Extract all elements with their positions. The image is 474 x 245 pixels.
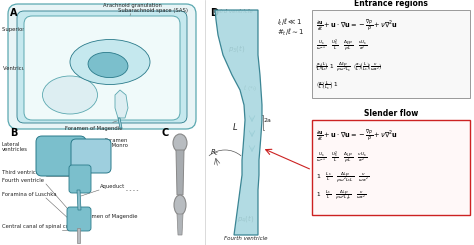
Polygon shape xyxy=(77,190,81,210)
FancyBboxPatch shape xyxy=(17,11,187,123)
FancyBboxPatch shape xyxy=(67,207,91,231)
Polygon shape xyxy=(77,228,80,243)
Text: Central canal of spinal cord: Central canal of spinal cord xyxy=(2,224,74,229)
Text: Foramen of Magendie: Foramen of Magendie xyxy=(65,121,122,131)
FancyBboxPatch shape xyxy=(69,165,91,193)
Text: Foramen: Foramen xyxy=(105,138,128,143)
Text: Foramina of Luschka: Foramina of Luschka xyxy=(2,192,56,197)
FancyBboxPatch shape xyxy=(312,120,470,215)
Text: Superior sagittal sinus: Superior sagittal sinus xyxy=(2,18,97,33)
Text: Arachnoid granulation: Arachnoid granulation xyxy=(103,3,162,16)
Polygon shape xyxy=(177,214,183,235)
Text: $\!\left(\!\frac{a}{L}\!\right)\!\!\left(\!\frac{L}{L_s}\!\right)$ 1  $\frac{\De: $\!\left(\!\frac{a}{L}\!\right)\!\!\left… xyxy=(316,61,383,75)
Text: $\left(\frac{a}{L}\right)\!\!\left(\frac{L}{L_s}\right)$ 1: $\left(\frac{a}{L}\right)\!\!\left(\frac… xyxy=(316,80,339,92)
Polygon shape xyxy=(115,90,128,118)
Text: Fourth ventricle: Fourth ventricle xyxy=(224,236,267,241)
Text: $p_3(t)$: $p_3(t)$ xyxy=(228,42,246,53)
Text: of Monro: of Monro xyxy=(105,143,128,148)
Text: D: D xyxy=(210,8,218,18)
Text: $\frac{U_s}{\omega^{-1}}$   $\frac{U_s^2}{L}$   $\frac{\Delta_E p}{\rho L}$   $\: $\frac{U_s}{\omega^{-1}}$ $\frac{U_s^2}{… xyxy=(316,38,367,54)
Text: 2a: 2a xyxy=(264,118,272,123)
FancyBboxPatch shape xyxy=(71,139,111,173)
Text: $p_4(t)$: $p_4(t)$ xyxy=(237,212,255,223)
FancyBboxPatch shape xyxy=(24,16,180,120)
Text: Entrance regions: Entrance regions xyxy=(354,0,428,8)
Ellipse shape xyxy=(70,39,150,85)
Ellipse shape xyxy=(173,134,187,152)
Ellipse shape xyxy=(88,52,128,78)
Text: $\ell\ (*_t)$: $\ell\ (*_t)$ xyxy=(243,83,257,93)
Text: B: B xyxy=(10,128,18,138)
Ellipse shape xyxy=(174,195,186,215)
Text: - - - -: - - - - xyxy=(126,188,138,193)
FancyBboxPatch shape xyxy=(312,10,470,98)
Text: Subarachnoid space (SAS): Subarachnoid space (SAS) xyxy=(118,8,188,13)
Polygon shape xyxy=(176,150,184,195)
Text: $l_t/\ell\ll 1$: $l_t/\ell\ll 1$ xyxy=(277,17,302,28)
Text: 1   $\frac{L_s}{L}$   $\frac{\Delta_L p}{\rho\omega^2 L_s L}$   $\frac{\nu}{\ome: 1 $\frac{L_s}{L}$ $\frac{\Delta_L p}{\rh… xyxy=(316,189,366,203)
Text: Ventricular system: Ventricular system xyxy=(3,65,105,71)
FancyBboxPatch shape xyxy=(8,4,196,129)
Text: $\frac{\partial\mathbf{u}}{\partial t}+\mathbf{u}\cdot\nabla\mathbf{u}=-\frac{\n: $\frac{\partial\mathbf{u}}{\partial t}+\… xyxy=(316,129,398,143)
Text: Fourth ventricle: Fourth ventricle xyxy=(2,178,44,183)
Text: ventricles: ventricles xyxy=(2,147,28,152)
Text: A: A xyxy=(10,8,18,18)
Text: $\#_t/\ell\sim 1$: $\#_t/\ell\sim 1$ xyxy=(277,27,305,38)
Text: $R_c$: $R_c$ xyxy=(210,148,219,158)
Ellipse shape xyxy=(43,76,98,114)
Text: Foramen of Magendie: Foramen of Magendie xyxy=(80,214,137,219)
Text: Third ventricle: Third ventricle xyxy=(213,9,253,14)
Polygon shape xyxy=(215,10,262,235)
Text: Aqueduct: Aqueduct xyxy=(100,184,125,189)
Text: C: C xyxy=(162,128,169,138)
FancyBboxPatch shape xyxy=(36,136,86,176)
Text: Lateral: Lateral xyxy=(2,142,20,147)
Text: $\frac{\partial\mathbf{u}}{\partial t}+\mathbf{u}\cdot\nabla\mathbf{u}=-\frac{\n: $\frac{\partial\mathbf{u}}{\partial t}+\… xyxy=(316,19,398,34)
Text: Third ventricle: Third ventricle xyxy=(2,170,40,175)
Polygon shape xyxy=(118,118,122,128)
Text: 1   $\frac{L_s}{L}$   $\frac{\Delta_L p}{\rho\omega^2 L_s L}$   $\frac{\nu}{\ome: 1 $\frac{L_s}{L}$ $\frac{\Delta_L p}{\rh… xyxy=(316,171,369,185)
Text: Slender flow: Slender flow xyxy=(364,109,418,118)
Text: $\frac{U_s}{\omega^{-1}}$   $\frac{U_s^2}{L}$   $\frac{\Delta_L p}{\rho L}$   $\: $\frac{U_s}{\omega^{-1}}$ $\frac{U_s^2}{… xyxy=(316,150,367,166)
Text: L: L xyxy=(233,123,237,132)
